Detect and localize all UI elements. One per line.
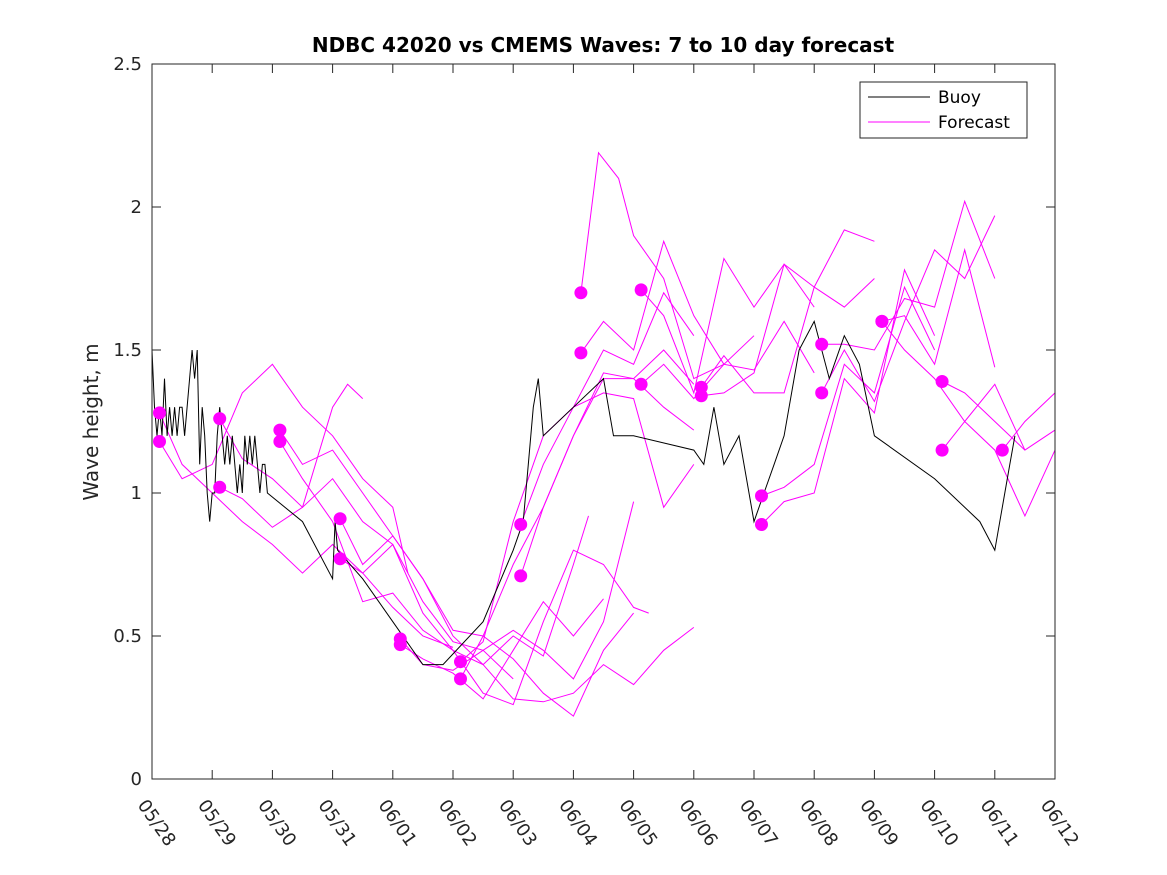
y-tick-label: 1 — [131, 483, 142, 504]
forecast-trace-21 — [761, 268, 936, 525]
forecast-start-marker-27 — [935, 443, 949, 457]
forecast-trace-12 — [520, 291, 695, 525]
y-axis-label: Wave height, m — [79, 343, 103, 500]
forecast-trace-27 — [941, 420, 1056, 518]
forecast-trace-2 — [219, 418, 514, 680]
forecast-trace-20 — [761, 285, 936, 497]
axes-box — [151, 63, 1056, 780]
forecast-trace-9 — [400, 598, 604, 700]
forecast-trace-23 — [821, 215, 996, 403]
forecast-start-marker-4 — [273, 423, 287, 437]
forecast-start-marker-16 — [634, 283, 648, 297]
forecast-start-marker-6 — [333, 512, 347, 526]
forecast-start-marker-25 — [875, 314, 889, 328]
forecast-start-marker-26 — [935, 375, 949, 388]
forecast-trace-3 — [219, 383, 364, 528]
forecast-trace-28 — [1001, 392, 1056, 451]
forecast-start-marker-22 — [815, 337, 829, 351]
forecast-trace-13 — [520, 349, 695, 577]
y-tick-label: 2 — [131, 197, 142, 218]
forecast-trace-26 — [941, 381, 1056, 451]
forecast-start-marker-28 — [995, 443, 1009, 457]
y-tick-label: 0.5 — [113, 626, 142, 647]
legend-forecast-label: Forecast — [938, 113, 1010, 133]
forecast-start-marker-21 — [755, 518, 768, 531]
y-tick-label: 1.5 — [113, 340, 142, 361]
forecast-start-marker-15 — [574, 346, 588, 360]
legend-buoy-label: Buoy — [938, 88, 981, 108]
forecast-start-marker-20 — [755, 489, 768, 503]
y-tick-label: 0 — [131, 769, 142, 790]
forecast-trace-22 — [821, 199, 996, 351]
legend: Buoy Forecast — [859, 81, 1028, 139]
forecast-start-marker-12 — [514, 518, 528, 531]
forecast-start-marker-14 — [574, 286, 588, 300]
forecast-trace-1 — [159, 363, 409, 574]
plot-lines — [151, 151, 1056, 717]
buoy-series-line — [151, 320, 1016, 666]
forecast-start-marker-3 — [213, 480, 227, 494]
forecast-trace-17 — [640, 320, 815, 400]
forecast-start-marker-9 — [393, 638, 407, 652]
forecast-trace-24 — [881, 247, 996, 368]
forecast-start-marker-1 — [153, 435, 166, 448]
forecast-start-marker-7 — [333, 552, 347, 566]
forecast-start-marker-0 — [153, 406, 166, 420]
legend-box — [859, 81, 1028, 139]
forecast-start-marker-11 — [454, 672, 467, 686]
forecast-start-marker-5 — [273, 435, 287, 448]
forecast-trace-8 — [399, 501, 635, 680]
forecast-trace-25 — [881, 321, 1026, 451]
forecast-start-marker-10 — [454, 655, 467, 669]
forecast-trace-19 — [701, 263, 875, 397]
forecast-markers — [153, 283, 1009, 686]
forecast-start-marker-13 — [514, 569, 528, 583]
y-tick-label: 2.5 — [113, 54, 142, 75]
forecast-start-marker-23 — [815, 386, 829, 400]
forecast-start-marker-19 — [694, 389, 708, 403]
forecast-trace-7 — [339, 515, 589, 666]
forecast-trace-18 — [700, 229, 875, 394]
forecast-trace-0 — [159, 412, 454, 648]
forecast-trace-14 — [580, 151, 725, 380]
forecast-start-marker-17 — [634, 377, 648, 391]
forecast-start-marker-2 — [213, 412, 227, 426]
chart-title: NDBC 42020 vs CMEMS Waves: 7 to 10 day f… — [312, 33, 895, 57]
forecast-trace-5 — [279, 441, 649, 706]
